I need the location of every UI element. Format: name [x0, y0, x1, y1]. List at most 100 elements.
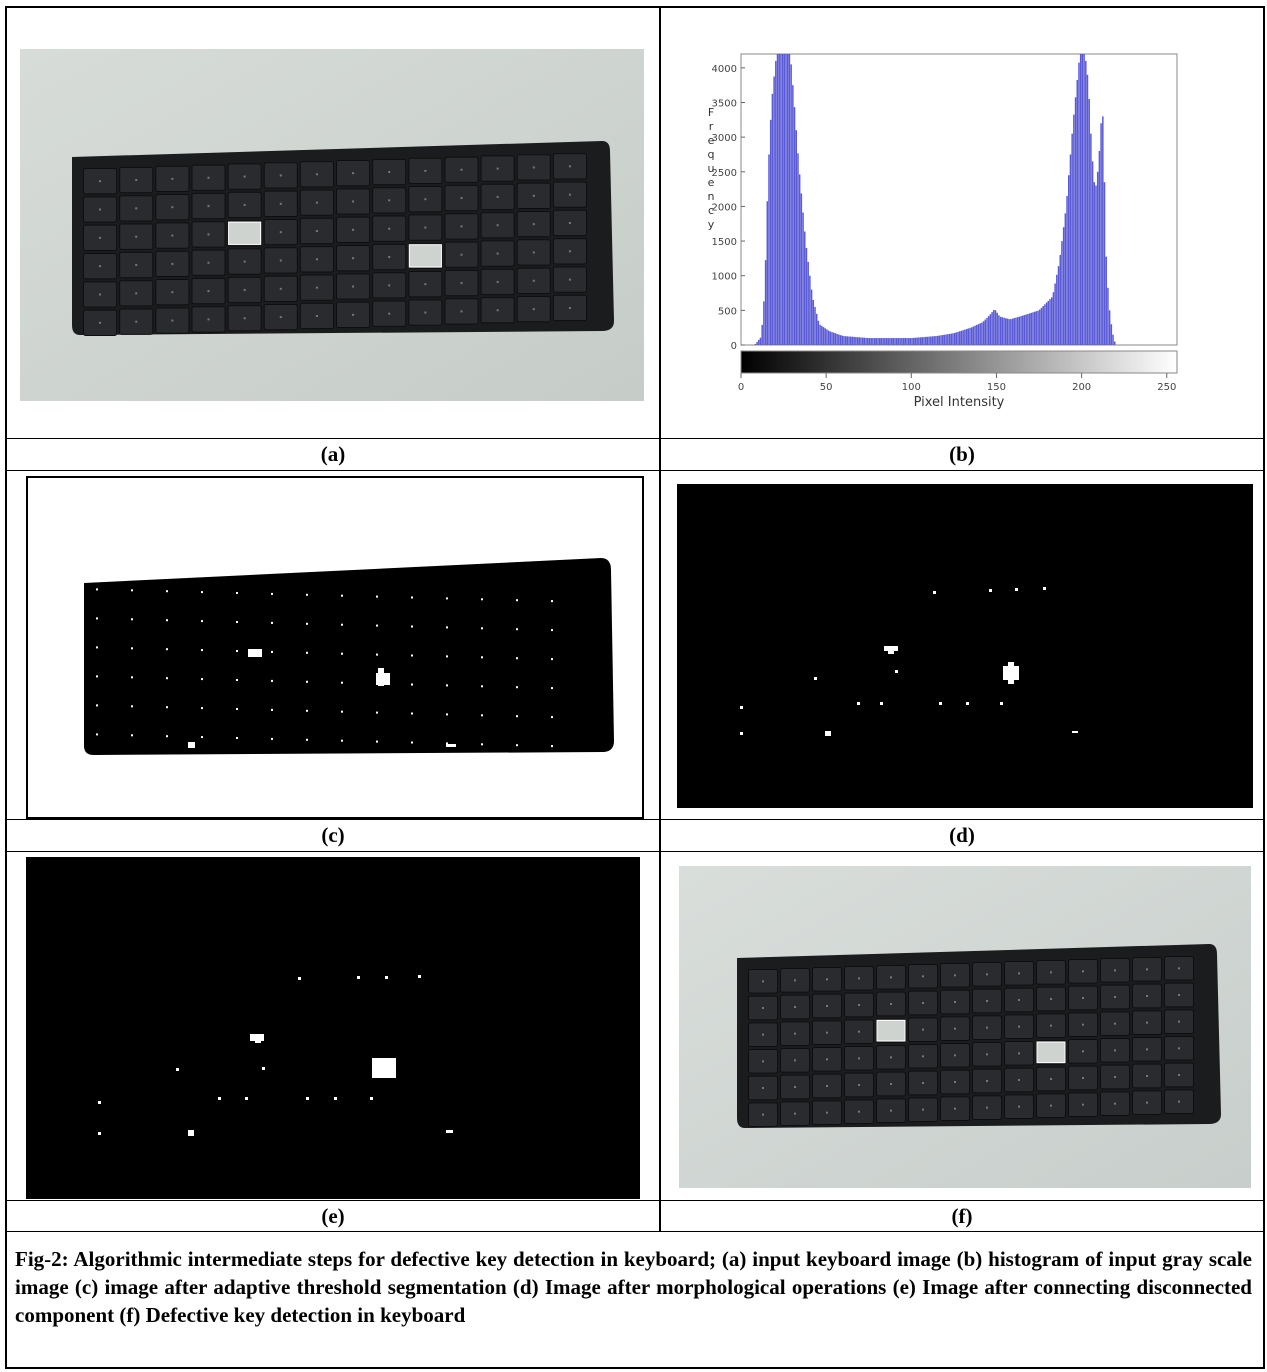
histogram-bar	[950, 333, 952, 345]
label-e: (e)	[321, 1204, 345, 1228]
histogram-bar	[792, 85, 794, 345]
border-right	[1263, 6, 1265, 1369]
histogram-bar	[812, 299, 815, 345]
blob	[880, 702, 883, 705]
histogram-bar	[1015, 317, 1017, 345]
histogram-bar	[800, 193, 803, 345]
blob	[481, 627, 483, 630]
histogram-bar	[875, 338, 878, 345]
histogram-bar	[848, 336, 850, 345]
histogram-bar	[989, 314, 992, 345]
histogram-bar	[1078, 62, 1080, 346]
histogram-bar	[993, 310, 995, 345]
histogram-bar	[841, 335, 843, 345]
blob	[740, 706, 743, 709]
histogram-bar	[1032, 312, 1034, 345]
blob	[96, 588, 98, 591]
histogram-bar	[894, 338, 896, 345]
histogram-bar	[793, 107, 796, 345]
blob	[857, 702, 860, 705]
blob	[245, 1097, 248, 1100]
blob	[357, 976, 360, 979]
label-b: (b)	[949, 442, 975, 466]
histogram-bar	[781, 54, 784, 345]
svg-text:e: e	[708, 134, 715, 147]
blob	[271, 737, 273, 740]
histogram-bar	[1047, 300, 1050, 345]
histogram-bar	[769, 119, 772, 345]
blob	[411, 741, 413, 744]
histogram-bar	[967, 328, 970, 345]
histogram-bar	[977, 324, 980, 345]
blob	[236, 708, 238, 710]
histogram-bar	[798, 174, 801, 345]
blob	[1072, 731, 1078, 733]
histogram-bar	[904, 338, 907, 345]
blob	[96, 617, 98, 620]
blob	[376, 595, 378, 598]
histogram-bar	[928, 336, 930, 345]
blob	[236, 592, 238, 594]
histogram-bar	[972, 326, 975, 345]
blob	[551, 716, 553, 719]
histogram-bar	[892, 338, 895, 345]
histogram-bar	[1049, 299, 1051, 345]
histogram-bar	[834, 333, 837, 345]
blob	[166, 735, 168, 738]
histogram-bar	[829, 331, 832, 345]
connected-component-image	[26, 857, 640, 1199]
x-axis-label: Pixel Intensity	[914, 395, 1005, 410]
histogram-bar	[1081, 54, 1084, 345]
blob	[248, 649, 262, 657]
histogram-bar	[1090, 133, 1092, 345]
histogram-bar	[1040, 307, 1043, 345]
blob	[551, 687, 553, 690]
row-line-3	[5, 819, 1265, 820]
blob	[96, 704, 98, 707]
border-bottom	[5, 1367, 1265, 1369]
panel-f-image	[679, 866, 1251, 1188]
blob	[201, 591, 203, 594]
histogram-bars	[754, 54, 1116, 346]
histogram-bar	[1091, 161, 1094, 345]
histogram-bar	[771, 93, 774, 345]
defective-key	[408, 244, 442, 268]
blob	[96, 646, 98, 649]
histogram-bar	[913, 337, 915, 345]
defective-key	[228, 221, 262, 245]
x-tick-label: 0	[738, 382, 744, 393]
histogram-bar	[819, 324, 821, 345]
blob	[446, 713, 448, 716]
histogram-bar	[955, 332, 958, 345]
histogram-bar	[1027, 313, 1029, 345]
histogram-bar	[907, 338, 910, 345]
blob	[481, 714, 483, 717]
histogram-bar	[831, 332, 833, 345]
histogram-bar	[1105, 256, 1107, 345]
histogram-bar	[947, 334, 949, 345]
x-tick-label: 250	[1157, 382, 1176, 393]
blob	[236, 737, 238, 739]
blob	[306, 651, 308, 654]
histogram-bar	[931, 336, 934, 345]
histogram-bar	[1028, 313, 1031, 345]
blob	[255, 1040, 261, 1043]
blob	[271, 621, 273, 624]
histogram-bar	[926, 336, 929, 345]
blob	[933, 591, 936, 594]
histogram-bar	[826, 329, 828, 345]
svg-text:e: e	[708, 176, 715, 189]
histogram-bar	[994, 310, 997, 345]
histogram-bar	[965, 329, 968, 345]
blob	[131, 705, 133, 708]
histogram-bar	[1110, 324, 1113, 345]
blob	[218, 1097, 221, 1100]
blob	[411, 683, 413, 686]
blob	[131, 618, 133, 621]
histogram-bar	[962, 330, 964, 345]
histogram-bar	[1085, 60, 1087, 345]
histogram-bar	[804, 231, 806, 345]
histogram-bar	[899, 338, 901, 345]
histogram-bar	[861, 337, 864, 345]
histogram-bar	[868, 338, 871, 345]
